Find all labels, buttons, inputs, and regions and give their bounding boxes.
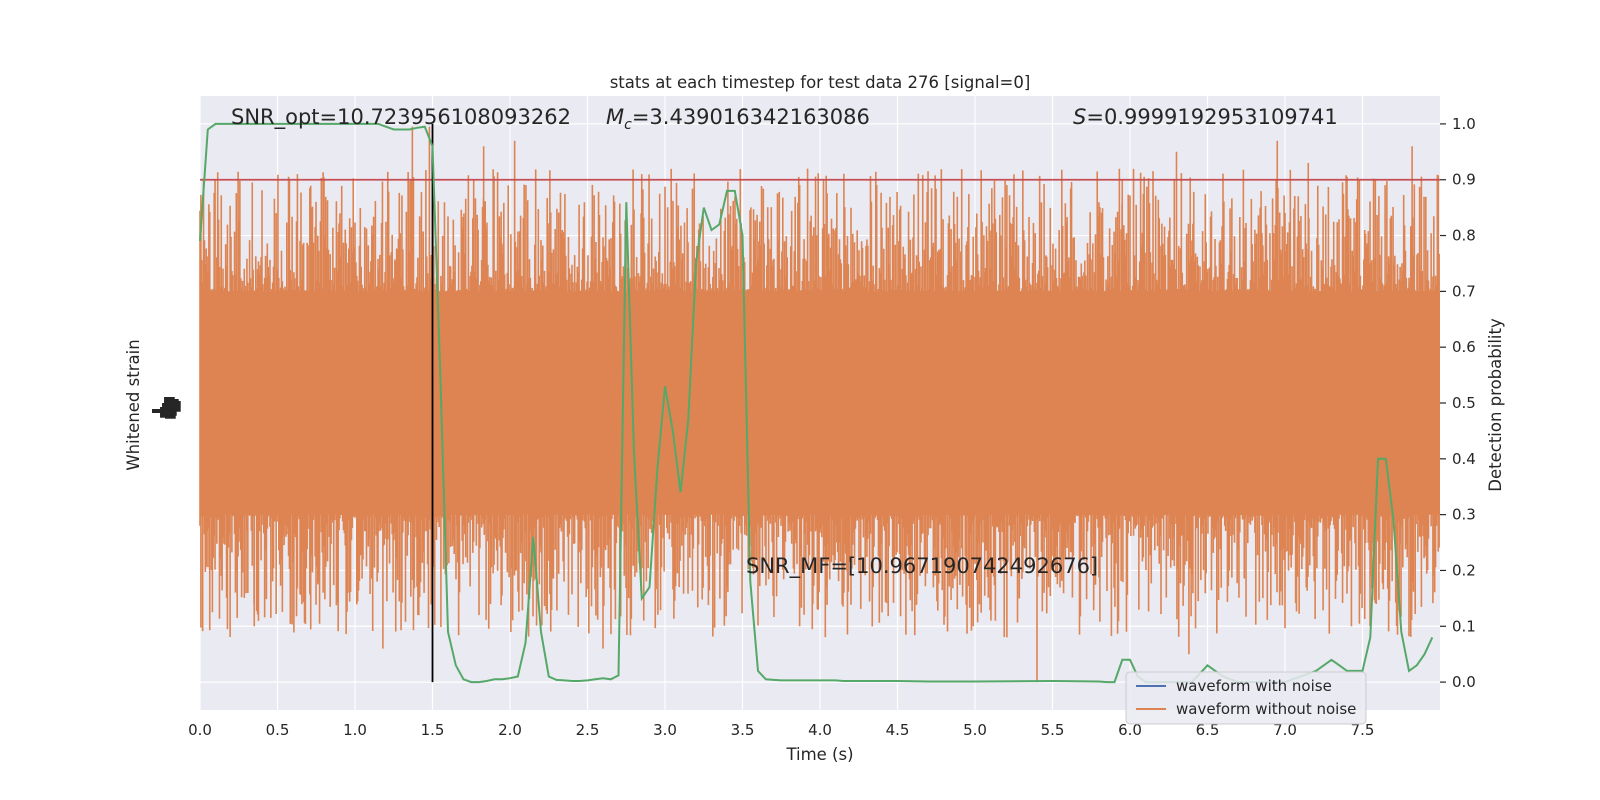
x-tick-label: 4.0 [808,721,832,739]
left-tick-label: ■ [169,398,182,414]
right-tick-label: 0.4 [1452,450,1476,468]
x-tick-label: 2.5 [576,721,600,739]
x-axis-label: Time (s) [785,745,853,764]
x-tick-label: 6.5 [1196,721,1220,739]
legend-box [1125,671,1367,725]
chirp-mass-value: =3.439016342163086 [632,105,870,129]
left-axis-ticks: ■■■■■■■ [152,394,182,421]
strain-spikes [199,126,1440,683]
right-tick-label: 0.2 [1452,561,1476,579]
x-tick-label: 3.5 [731,721,755,739]
left-tick-label: ■ [165,402,178,418]
left-tick-label: ■ [163,394,176,410]
right-tick-label: 1.0 [1452,115,1476,133]
x-tick-label: 0.5 [266,721,290,739]
chirp-mass-annotation: Mc=3.439016342163086 [606,105,870,133]
left-tick-clutter [152,409,168,413]
x-tick-label: 1.5 [421,721,445,739]
legend: waveform with noise waveform without noi… [1125,671,1367,725]
left-tick-label: ■ [167,396,180,412]
left-axis-label: Whitened strain [124,339,143,470]
x-tick-label: 6.0 [1118,721,1142,739]
x-tick-label: 7.5 [1351,721,1375,739]
snr-mf-annotation: SNR_MF=[10.967190742492676] [746,554,1098,579]
legend-label-without-noise: waveform without noise [1176,700,1356,718]
legend-label-with-noise: waveform with noise [1176,677,1332,695]
x-tick-label: 5.0 [963,721,987,739]
strain-series [199,126,1440,683]
right-tick-label: 0.7 [1452,282,1476,300]
snr-opt-annotation: SNR_opt=10.723956108093262 [231,105,571,130]
x-tick-label: 2.0 [498,721,522,739]
x-tick-label: 0.0 [188,721,212,739]
chirp-mass-subscript: c [624,117,632,133]
right-tick-label: 0.3 [1452,506,1476,524]
x-axis-ticks: 0.0 0.5 1.0 1.5 2.0 2.5 3.0 3.5 4.0 4.5 5.0 5.5 6.0 6… [188,721,1374,739]
stat-annotation: S=0.9999192953109741 [1073,105,1338,129]
right-axis-ticks: 0.0 0.1 0.2 0.3 0.4 0.5 0.6 0.7 0.8 0.9 1.0 [1440,115,1476,691]
x-tick-label: 4.5 [886,721,910,739]
x-tick-label: 3.0 [653,721,677,739]
stat-symbol: S [1073,105,1086,129]
chart-title: stats at each timestep for test data 276… [610,73,1031,92]
right-axis-label: Detection probability [1486,318,1505,492]
stat-value: =0.9999192953109741 [1086,105,1337,129]
right-tick-label: 0.5 [1452,394,1476,412]
right-tick-label: 0.8 [1452,227,1476,245]
x-tick-label: 7.0 [1273,721,1297,739]
right-tick-label: 0.0 [1452,673,1476,691]
right-tick-label: 0.9 [1452,171,1476,189]
x-tick-label: 1.0 [343,721,367,739]
right-tick-label: 0.1 [1452,617,1476,635]
x-tick-label: 5.5 [1041,721,1065,739]
right-tick-label: 0.6 [1452,338,1476,356]
chirp-mass-symbol: M [606,105,624,129]
